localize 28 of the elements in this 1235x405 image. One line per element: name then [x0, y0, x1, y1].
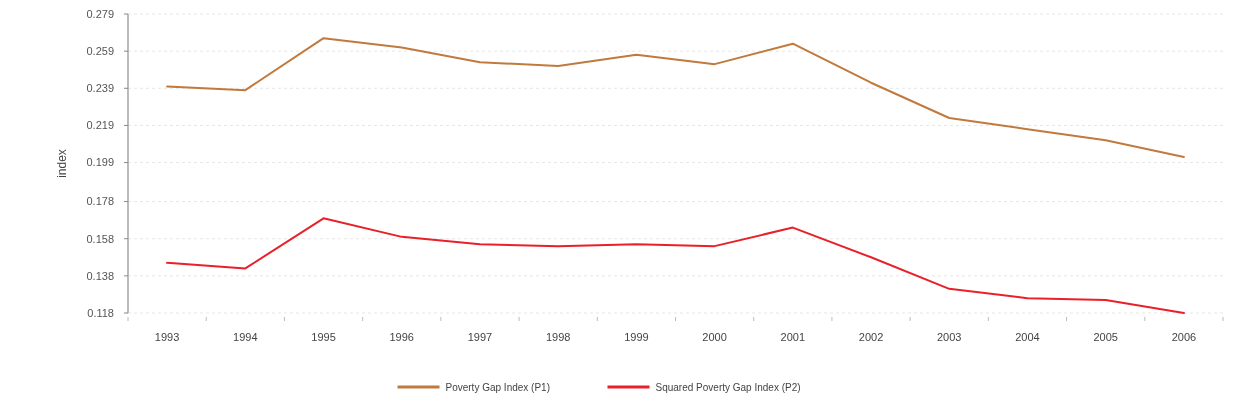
- legend-label: Squared Poverty Gap Index (P2): [655, 382, 801, 393]
- x-tick-label: 1994: [233, 331, 258, 343]
- y-tick-label: 0.138: [86, 269, 114, 282]
- x-tick-label: 2004: [1015, 331, 1040, 343]
- x-tick-label: 1999: [624, 331, 649, 343]
- y-tick-label: 0.178: [86, 195, 114, 208]
- y-tick-label: 0.279: [86, 7, 114, 20]
- x-tick-label: 1993: [154, 331, 180, 343]
- y-tick-label: 0.219: [86, 119, 114, 132]
- x-tick-label: 2002: [858, 331, 884, 343]
- legend-label: Poverty Gap Index (P1): [445, 382, 550, 393]
- x-tick-label: 2003: [937, 331, 962, 343]
- y-tick-label: 0.259: [86, 44, 114, 57]
- line-series: [166, 37, 1185, 158]
- line-series: [166, 217, 1185, 314]
- x-tick-label: 2000: [702, 331, 727, 343]
- y-tick-label: 0.199: [86, 156, 114, 169]
- x-tick-label: 1997: [467, 331, 493, 343]
- y-axis-title: index: [55, 149, 69, 178]
- y-tick-label: 0.158: [86, 232, 114, 245]
- x-tick-label: 1998: [545, 331, 571, 343]
- x-tick-label: 1995: [311, 331, 336, 343]
- y-tick-label: 0.239: [86, 82, 114, 95]
- x-tick-label: 1996: [389, 331, 414, 343]
- x-tick-label: 2001: [780, 331, 806, 343]
- y-tick-label: 0.118: [87, 306, 114, 319]
- x-tick-label: 2005: [1093, 331, 1118, 343]
- x-tick-label: 2006: [1171, 331, 1197, 343]
